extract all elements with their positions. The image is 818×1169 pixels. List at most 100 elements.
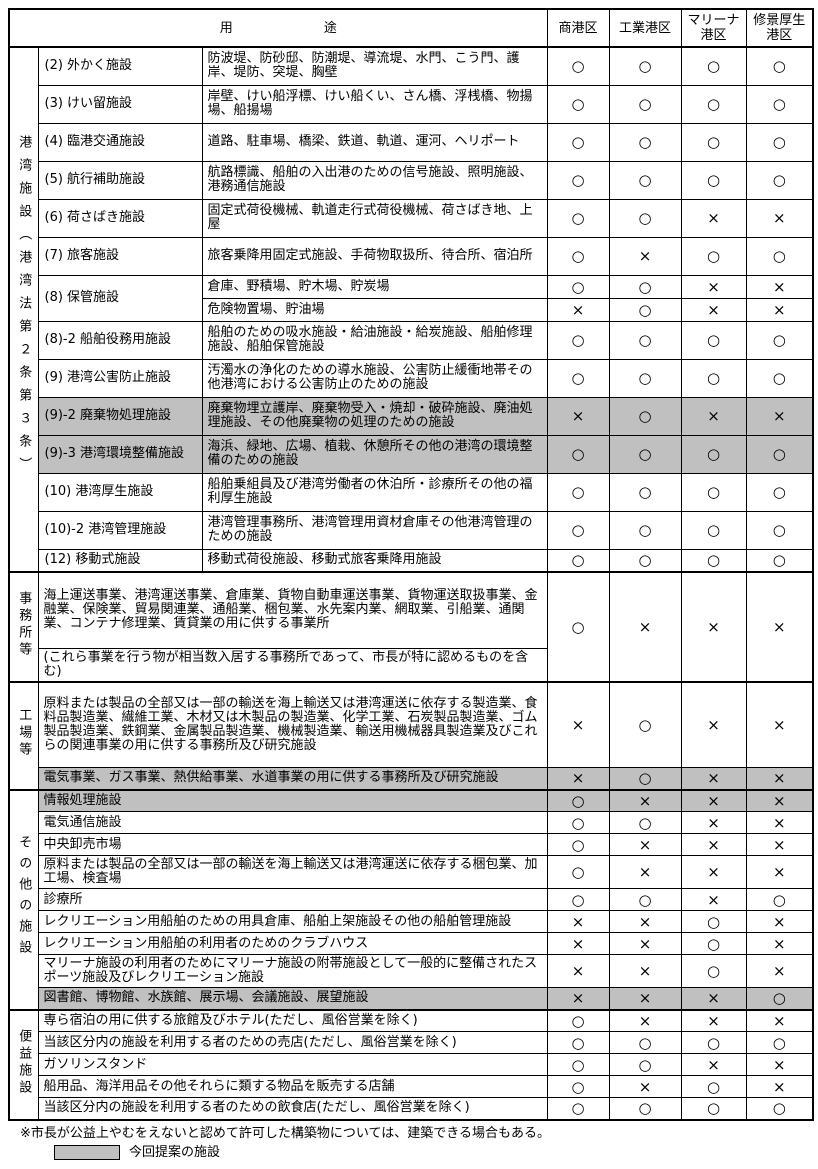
mark-cell: × (680, 1053, 747, 1076)
table-row: 港湾施設（港湾法第２条第３条） (2) 外かく施設 防波堤、防砂邸、防潮堤、導流堤、… (8, 46, 814, 573)
section-category-label-text: 工場等 (16, 708, 32, 759)
facility-name-cell: (9)-2 廃棄物処理施設 (37, 396, 203, 436)
mark-cell: × (745, 833, 814, 856)
mark-cell: × (745, 1009, 814, 1032)
section-offices: 事務所等 海上運送事業、港湾運送事業、倉庫業、貨物自動車運送事業、貨物運送取扱事業… (8, 571, 814, 682)
mark-cell: ○ (745, 358, 814, 398)
mark-cell: × (608, 855, 682, 889)
section-category-label: 港湾施設（港湾法第２条第３条） (8, 46, 39, 573)
mark-cell: ○ (546, 236, 610, 276)
mark-cell: × (680, 767, 747, 790)
mark-cell: × (546, 932, 610, 955)
mark-cell: × (745, 767, 814, 790)
mark-cell: ○ (680, 954, 747, 988)
mark-cell: × (546, 910, 610, 933)
mark-cell: × (608, 987, 682, 1010)
facility-desc-cell: 道路、駐車場、橋梁、鉄道、軌道、運河、ヘリポート (201, 122, 548, 162)
table-header: 用 途 商港区 工業港区 マリーナ港区 修景厚生港区 (8, 8, 814, 48)
facility-name-cell: (9) 港湾公害防止施設 (37, 358, 203, 398)
facility-desc-cell: 船用品、海洋用品その他それらに類する物品を販売する店舗 (37, 1075, 548, 1098)
table-row: レクリエーション用船舶の利用者のためのクラブハウス × × ○ × (9, 932, 814, 955)
mark-cell: ○ (546, 833, 610, 856)
mark-cell: ○ (680, 320, 747, 360)
mark-cell: ○ (680, 932, 747, 955)
legend-swatch (54, 1144, 120, 1160)
table-row: (10)-2 港湾管理施設 港湾管理事務所、港湾管理用資材倉庫その他港湾管理のため… (9, 510, 814, 550)
mark-cell: ○ (546, 1009, 610, 1032)
mark-cell: ○ (680, 160, 747, 200)
facility-desc-cell: 危険物置場、貯油場 (201, 297, 548, 322)
mark-cell: × (608, 1009, 682, 1032)
facility-desc-cell: 専ら宿泊の用に供する旅館及びホテル(ただし、風俗営業を除く) (37, 1009, 548, 1032)
mark-cell: ○ (546, 1075, 610, 1098)
mark-cell: ○ (608, 84, 682, 124)
mark-cell: ○ (745, 84, 814, 124)
mark-cell: ○ (680, 84, 747, 124)
facility-desc-cell: 航路標識、船舶の入出港のための信号施設、照明施設、港務通信施設 (201, 160, 548, 200)
mark-cell: × (745, 789, 814, 812)
district-header-kougyou: 工業港区 (608, 8, 682, 48)
table-row: (これら事業を行う物が相当数入居する事務所であって、市長が特に認めるものを含む) (9, 647, 813, 682)
mark-cell: ○ (745, 1097, 814, 1120)
mark-cell: ○ (546, 358, 610, 398)
mark-cell: × (608, 571, 682, 682)
mark-cell: × (680, 198, 747, 238)
facility-name-cell: (10) 港湾厚生施設 (37, 472, 203, 512)
mark-cell: ○ (680, 1075, 747, 1098)
table-row: 中央卸売市場 ○ × × × (9, 833, 814, 856)
mark-cell: ○ (745, 236, 814, 276)
mark-cell: ○ (745, 122, 814, 162)
mark-cell: ○ (546, 571, 610, 682)
table-row: (8)-2 船舶役務用施設 船舶のための吸水施設・給油施設・給炭施設、船舶修理施設… (9, 320, 814, 360)
mark-cell: × (745, 954, 814, 988)
facility-desc-cell: 原料または製品の全部又は一部の輸送を海上輸送又は港湾運送に依存する梱包業、加工場… (37, 855, 548, 889)
mark-cell: ○ (608, 472, 682, 512)
table-row: (5) 航行補助施設 航路標識、船舶の入出港のための信号施設、照明施設、港務通信施… (9, 160, 814, 200)
usage-header: 用 途 (8, 8, 548, 48)
mark-cell: ○ (546, 1053, 610, 1076)
table-row: 船用品、海洋用品その他それらに類する物品を販売する店舗 ○ × ○ × (9, 1075, 814, 1098)
mark-cell: ○ (546, 160, 610, 200)
mark-cell: × (745, 932, 814, 955)
facility-desc-cell: 防波堤、防砂邸、防潮堤、導流堤、水門、こう門、護岸、堤防、突堤、胸壁 (201, 46, 548, 86)
mark-cell: × (680, 297, 747, 322)
section-category-label: その他の施設 (8, 789, 39, 1010)
facility-desc-cell: 原料または製品の全部又は一部の輸送を海上輸送又は港湾運送に依存する製造業、食料品… (37, 681, 548, 768)
mark-cell: ○ (608, 434, 682, 474)
table-row: (10) 港湾厚生施設 船舶乗組員及び港湾労働者の休泊所・診療所その他の福利厚生施… (9, 472, 814, 512)
table-row: 診療所 ○ ○ × ○ (9, 888, 814, 911)
mark-cell: × (745, 681, 814, 768)
mark-cell: × (546, 297, 610, 322)
facility-desc-cell: 情報処理施設 (37, 789, 548, 812)
mark-cell: ○ (680, 472, 747, 512)
facility-name-cell: (3) けい留施設 (37, 84, 203, 124)
mark-cell: ○ (680, 1031, 747, 1054)
facility-name-cell: (5) 航行補助施設 (37, 160, 203, 200)
facility-name-cell: (8)-2 船舶役務用施設 (37, 320, 203, 360)
mark-cell: × (608, 833, 682, 856)
section-convenience-facilities: 便益施設 専ら宿泊の用に供する旅館及びホテル(ただし、風俗営業を除く) ○ × × × 当該… (8, 1009, 814, 1120)
table-row: 当該区分内の施設を利用する者のための売店(ただし、風俗営業を除く) ○ ○ ○ ○ (9, 1031, 814, 1054)
mark-cell: × (680, 811, 747, 834)
mark-cell: × (745, 198, 814, 238)
mark-cell: ○ (546, 198, 610, 238)
mark-cell: ○ (745, 548, 814, 573)
facility-desc-cell: 廃棄物埋立護岸、廃棄物受入・焼却・破砕施設、廃油処理施設、その他廃棄物の処理のた… (201, 396, 548, 436)
mark-cell: × (745, 811, 814, 834)
mark-cell: ○ (546, 472, 610, 512)
mark-cell: ○ (546, 855, 610, 889)
mark-cell: × (608, 932, 682, 955)
facility-desc-cell: ガソリンスタンド (37, 1053, 548, 1076)
table-row: 危険物置場、貯油場 × ○ × × (9, 297, 814, 322)
facility-desc-cell: 船舶乗組員及び港湾労働者の休泊所・診療所その他の福利厚生施設 (201, 472, 548, 512)
mark-cell: × (680, 396, 747, 436)
table-row: 電気事業、ガス事業、熱供給事業、水道事業の用に供する事務所及び研究施設 × ○ × × (9, 767, 814, 790)
mark-cell: × (608, 789, 682, 812)
facility-desc-cell: 電気事業、ガス事業、熱供給事業、水道事業の用に供する事務所及び研究施設 (37, 767, 548, 790)
facility-desc-cell: (これら事業を行う物が相当数入居する事務所であって、市長が特に認めるものを含む) (37, 647, 548, 682)
mark-cell: ○ (745, 160, 814, 200)
section-factories: 工場等 原料または製品の全部又は一部の輸送を海上輸送又は港湾運送に依存する製造業、… (8, 681, 814, 790)
mark-cell: × (680, 681, 747, 768)
table-row: その他の施設 情報処理施設 ○ × × × (8, 789, 814, 1010)
mark-cell: × (608, 236, 682, 276)
